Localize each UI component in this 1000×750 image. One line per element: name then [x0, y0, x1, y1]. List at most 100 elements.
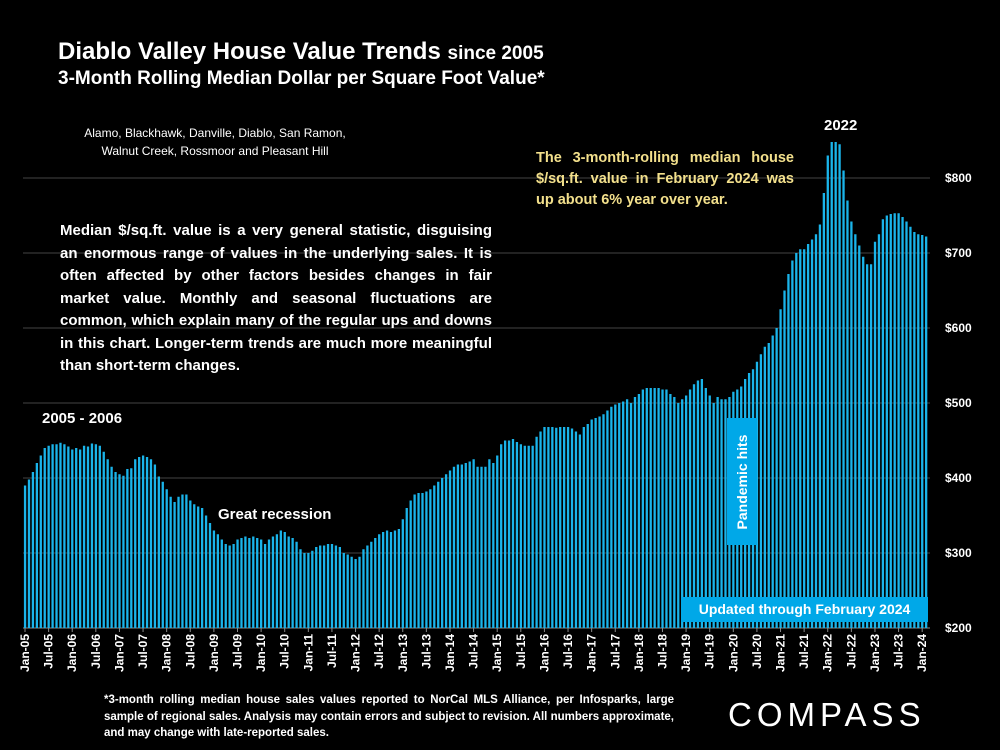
bar — [688, 389, 692, 628]
bar — [208, 523, 212, 628]
bar — [405, 508, 408, 628]
bar — [921, 235, 924, 628]
bar — [169, 496, 172, 628]
bar — [865, 264, 869, 628]
x-tick-label: Jul-08 — [183, 634, 197, 669]
bar — [767, 343, 770, 628]
bar — [795, 253, 798, 628]
bar — [220, 539, 223, 628]
bar — [287, 536, 290, 628]
bar — [724, 399, 727, 628]
bar — [90, 443, 94, 628]
bar — [826, 155, 829, 628]
bar — [378, 534, 381, 628]
bar — [468, 461, 471, 628]
bar — [791, 260, 794, 628]
bar — [925, 236, 928, 628]
bar — [236, 539, 239, 628]
bar — [822, 193, 826, 628]
bar — [63, 444, 66, 628]
bar — [531, 445, 534, 628]
bar — [130, 468, 133, 628]
bar — [35, 463, 39, 628]
x-tick-label: Jul-18 — [655, 634, 669, 669]
bar — [452, 466, 456, 628]
bar — [94, 444, 98, 628]
bar — [614, 404, 617, 628]
bar — [78, 449, 82, 628]
bar — [515, 442, 519, 628]
bar — [492, 463, 495, 628]
x-tick-label: Jul-09 — [230, 634, 244, 669]
bar — [381, 532, 385, 628]
bar — [279, 530, 282, 628]
pandemic-label: Pandemic hits — [734, 434, 750, 529]
bar — [126, 469, 129, 628]
bar — [98, 445, 101, 628]
bar — [598, 416, 601, 628]
bar — [271, 536, 275, 628]
bar — [267, 539, 271, 628]
bar — [523, 445, 526, 628]
bar — [55, 444, 58, 628]
bar — [893, 213, 896, 628]
x-tick-label: Jan-09 — [207, 634, 221, 672]
y-tick-label: $700 — [945, 246, 972, 260]
x-tick-label: Jul-20 — [750, 634, 764, 669]
bar — [637, 394, 641, 628]
x-tick-label: Jul-16 — [561, 634, 575, 669]
bar — [263, 544, 267, 628]
bar — [138, 457, 141, 628]
bar — [173, 502, 176, 628]
bar — [110, 466, 113, 628]
bar — [799, 249, 802, 628]
footnote: *3-month rolling median house sales valu… — [104, 694, 674, 739]
x-tick-label: Jul-19 — [703, 634, 717, 669]
bar — [881, 219, 885, 628]
x-tick-label: Jul-05 — [42, 634, 56, 669]
bar — [877, 234, 881, 628]
bar — [500, 444, 503, 628]
bar — [704, 388, 707, 628]
bar — [204, 515, 208, 628]
bar — [578, 434, 582, 628]
bar — [480, 466, 483, 628]
bar — [283, 532, 286, 628]
bar — [216, 534, 220, 628]
bar — [240, 538, 243, 628]
x-tick-label: Jan-05 — [18, 634, 32, 672]
bar — [157, 476, 160, 628]
bar — [484, 466, 487, 628]
bar — [783, 290, 786, 628]
bar — [362, 549, 365, 628]
bar — [700, 379, 704, 628]
bar — [185, 494, 188, 628]
bar — [75, 448, 78, 628]
bar — [653, 388, 656, 628]
bar — [448, 470, 452, 628]
bar — [625, 399, 629, 628]
bar — [145, 457, 149, 628]
updated-box: Updated through February 2024 — [681, 597, 928, 622]
x-tick-label: Jul-13 — [419, 634, 433, 669]
bar — [193, 504, 196, 628]
bar — [31, 472, 35, 628]
bar — [39, 455, 42, 628]
y-axis-labels: $200 $300 $400 $500 $600 $700 $800 — [945, 171, 972, 635]
bar — [507, 440, 511, 628]
x-tick-label: Jan-18 — [632, 634, 646, 672]
bar — [838, 144, 841, 628]
description: Median $/sq.ft. value is a very general … — [60, 222, 492, 374]
bar — [295, 541, 298, 628]
bar — [472, 459, 475, 628]
x-tick-label: Jan-08 — [160, 634, 174, 672]
bar — [252, 536, 255, 628]
bar — [586, 424, 589, 628]
bar — [51, 444, 54, 628]
x-tick-label: Jul-22 — [844, 634, 858, 669]
bar — [897, 213, 900, 628]
bar — [582, 427, 585, 628]
bar — [189, 500, 192, 628]
pandemic-box: Pandemic hits — [727, 418, 757, 545]
bar — [248, 538, 251, 628]
